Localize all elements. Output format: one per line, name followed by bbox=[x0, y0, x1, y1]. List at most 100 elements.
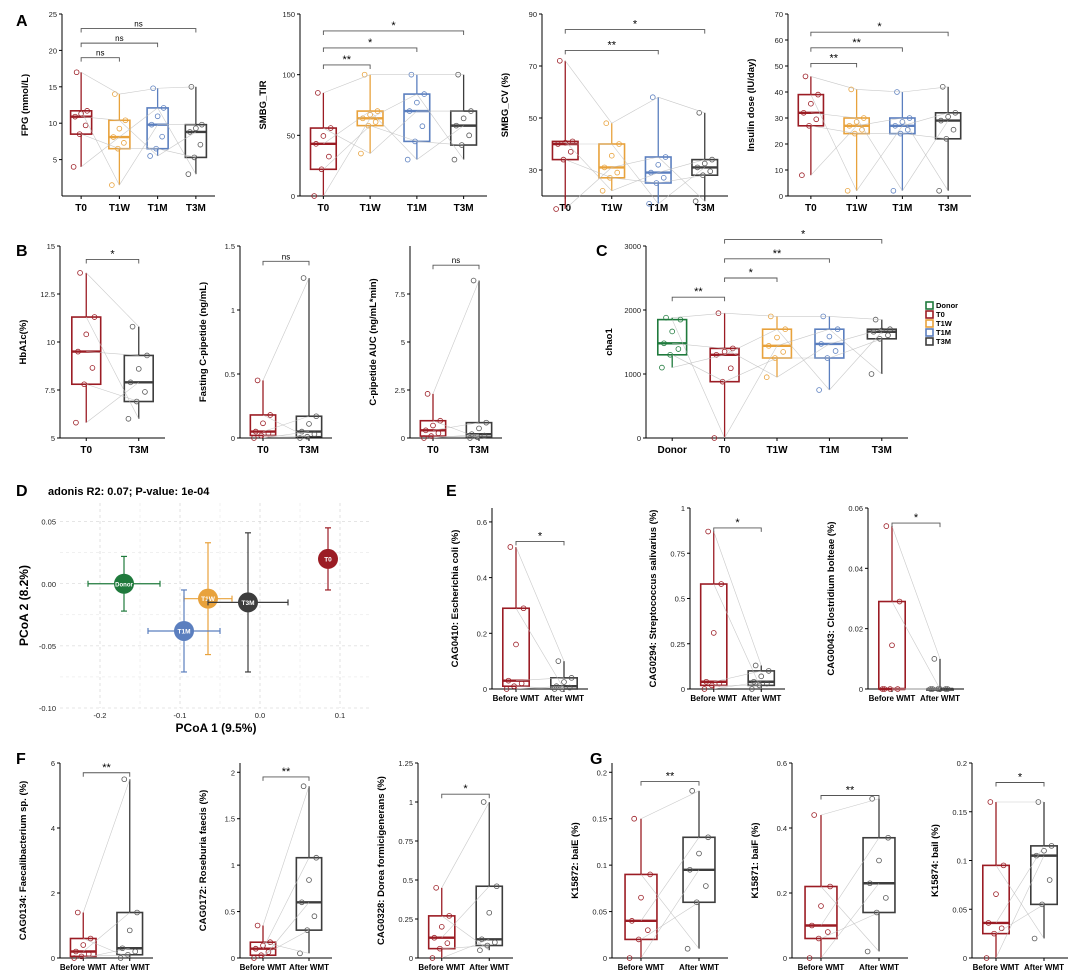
significance-bracket: * bbox=[515, 530, 565, 546]
significance-bracket: ns bbox=[80, 34, 159, 48]
x-tick-label: T0 bbox=[257, 445, 269, 456]
paired-line bbox=[81, 116, 120, 121]
significance-label: * bbox=[463, 783, 468, 795]
paired-line bbox=[810, 76, 857, 90]
data-point bbox=[696, 850, 702, 857]
data-point bbox=[251, 435, 257, 441]
x-tick-label: After WMT bbox=[1024, 963, 1064, 972]
paired-line bbox=[829, 328, 882, 345]
paired-line bbox=[856, 117, 903, 127]
bracket-line bbox=[80, 57, 120, 62]
paired-line bbox=[891, 525, 941, 659]
data-point bbox=[659, 364, 665, 371]
data-point bbox=[197, 141, 204, 148]
y-tick-label: 0.15 bbox=[592, 815, 607, 824]
data-point bbox=[764, 680, 770, 687]
paired-line bbox=[515, 546, 565, 662]
data-point bbox=[91, 314, 98, 320]
data-point bbox=[555, 658, 562, 664]
paired-line bbox=[995, 855, 1045, 959]
data-point bbox=[116, 125, 123, 132]
data-point bbox=[433, 884, 439, 891]
data-point bbox=[358, 150, 364, 157]
data-point bbox=[367, 111, 373, 118]
significance-bracket: ** bbox=[671, 286, 726, 302]
data-point bbox=[486, 909, 493, 916]
paired-line bbox=[724, 312, 778, 317]
data-point bbox=[846, 123, 853, 129]
paired-line bbox=[416, 125, 464, 160]
paired-line bbox=[640, 869, 700, 959]
y-axis-label: K15874: baiI (%) bbox=[930, 824, 941, 897]
y-tick-label: 50 bbox=[775, 62, 783, 71]
paired-line bbox=[416, 141, 464, 146]
paired-line bbox=[262, 786, 310, 926]
data-point bbox=[444, 940, 451, 946]
paired-line bbox=[713, 670, 762, 683]
y-tick-label: 0.1 bbox=[957, 857, 967, 866]
data-point bbox=[809, 922, 815, 929]
significance-bracket: ** bbox=[810, 37, 903, 52]
y-axis-label: CAG0043: Clostridium bolteae (%) bbox=[826, 521, 837, 675]
bracket-line bbox=[441, 793, 490, 799]
paired-line bbox=[658, 156, 705, 202]
paired-line bbox=[995, 845, 1045, 924]
paired-line bbox=[902, 86, 949, 93]
paired-line bbox=[820, 886, 880, 952]
data-point bbox=[648, 169, 654, 176]
legend-swatch-t1w bbox=[925, 319, 934, 328]
data-point bbox=[121, 140, 127, 146]
panel-a1: 5 10 15 20 25 FPG (mmol/L) T0 T1W T1M T3M ns ns ns bbox=[20, 10, 215, 214]
data-point bbox=[71, 955, 77, 961]
y-tick-label: 0 bbox=[401, 434, 405, 443]
centroid-label: Donor bbox=[115, 582, 133, 588]
paired-line bbox=[432, 420, 480, 439]
y-tick-label: 0.5 bbox=[675, 595, 685, 604]
significance-label: ns bbox=[282, 252, 290, 261]
data-point bbox=[876, 857, 882, 864]
paired-line bbox=[810, 112, 857, 119]
paired-line bbox=[86, 272, 139, 327]
data-point bbox=[867, 880, 873, 887]
significance-label: ns bbox=[115, 34, 123, 43]
y-tick-label: 1 bbox=[231, 306, 235, 315]
significance-label: ** bbox=[852, 37, 861, 49]
data-point bbox=[844, 188, 851, 194]
data-point bbox=[800, 110, 807, 116]
y-tick-label: 4 bbox=[51, 824, 55, 833]
data-point bbox=[561, 679, 567, 685]
box-rect-t3m bbox=[934, 112, 962, 140]
y-tick-label: 25 bbox=[49, 10, 57, 19]
significance-bracket: * bbox=[564, 19, 706, 34]
significance-bracket: ns bbox=[432, 256, 480, 270]
data-point bbox=[887, 326, 893, 333]
paired-line bbox=[565, 159, 612, 179]
y-tick-label: 1.25 bbox=[398, 759, 413, 768]
data-point bbox=[848, 86, 855, 93]
data-point bbox=[765, 668, 772, 674]
y-tick-label: 5 bbox=[51, 434, 55, 443]
paired-line bbox=[515, 608, 565, 690]
y-tick-label: 0.05 bbox=[952, 905, 967, 914]
y-tick-label: 1.5 bbox=[225, 815, 235, 824]
data-point bbox=[663, 314, 669, 321]
data-point bbox=[705, 528, 711, 535]
panel-label: A bbox=[16, 13, 28, 30]
box-rect-t1m bbox=[403, 93, 431, 143]
bracket-line bbox=[432, 264, 480, 270]
y-axis-label: K15871: baiF (%) bbox=[750, 822, 761, 898]
data-point bbox=[655, 162, 662, 168]
data-point bbox=[374, 108, 381, 114]
data-point bbox=[1000, 862, 1007, 869]
box-rect-t1w bbox=[108, 119, 131, 150]
data-point bbox=[453, 122, 460, 129]
data-point bbox=[1046, 877, 1053, 883]
paired-line bbox=[119, 124, 158, 186]
box-rect-donor bbox=[656, 318, 688, 356]
paired-line bbox=[611, 96, 659, 124]
bracket-line bbox=[515, 540, 565, 546]
y-tick-label: 7.5 bbox=[45, 386, 55, 395]
y-tick-label: 7.5 bbox=[395, 290, 405, 299]
data-point bbox=[1031, 935, 1038, 942]
